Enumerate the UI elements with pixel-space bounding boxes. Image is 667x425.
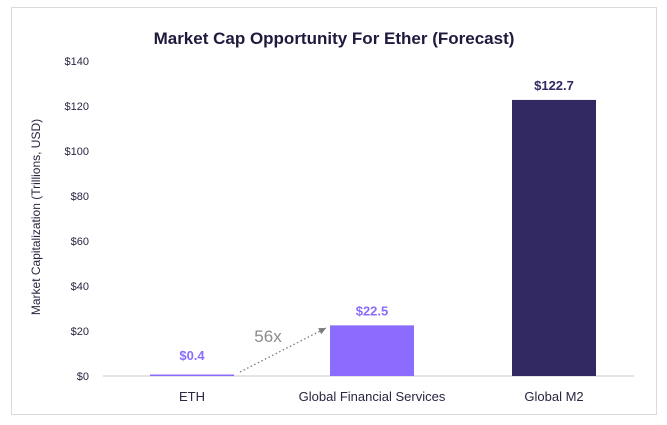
x-tick-label: Global M2 [524, 389, 583, 404]
data-label: $0.4 [179, 348, 205, 363]
bar [512, 99, 596, 377]
x-tick-label: Global Financial Services [299, 389, 446, 404]
data-label: $122.7 [534, 78, 574, 93]
bar [330, 325, 414, 376]
chart-title: Market Cap Opportunity For Ether (Foreca… [154, 29, 515, 48]
y-tick-label: $140 [65, 56, 89, 68]
y-tick-label: $0 [77, 371, 89, 383]
annotation-arrow-line [239, 327, 327, 373]
y-tick-label: $60 [71, 236, 89, 248]
y-tick-label: $120 [65, 101, 89, 113]
annotation-label: 56x [254, 327, 282, 346]
annotation: 56x [239, 327, 327, 373]
y-tick-label: $40 [71, 281, 89, 293]
data-label: $22.5 [356, 303, 389, 318]
x-tick-label: ETH [179, 389, 205, 404]
y-tick-label: $80 [71, 191, 89, 203]
y-axis-ticks: $0 $20 $40 $60 $80 $100 $120 $140 [65, 56, 89, 383]
y-tick-label: $100 [65, 146, 89, 158]
bars: $0.4 ETH $22.5 Global Financial Services $12… [150, 78, 596, 404]
y-axis-label: Market Capitalization (Trillions, USD) [29, 119, 43, 315]
y-tick-label: $20 [71, 326, 89, 338]
annotation-arrowhead [318, 328, 326, 335]
bar [150, 374, 234, 376]
